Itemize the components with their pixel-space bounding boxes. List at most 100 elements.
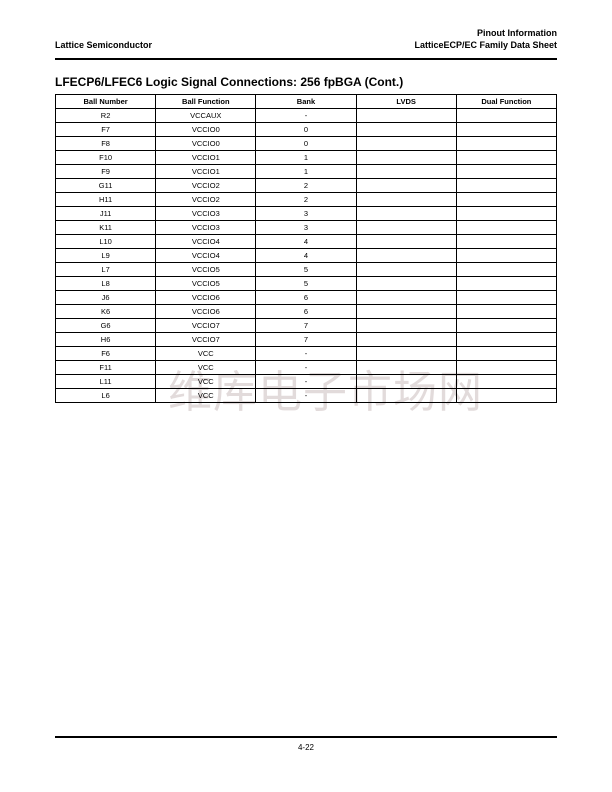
cell-dual-function bbox=[455, 150, 558, 165]
cell-ball-number: K11 bbox=[54, 220, 157, 235]
column-header-dual-function: Dual Function bbox=[455, 94, 558, 109]
header-divider bbox=[55, 58, 557, 60]
pinout-table: Ball Number Ball Function Bank LVDS Dual Fun… bbox=[54, 94, 558, 403]
cell-dual-function bbox=[455, 304, 558, 319]
cell-dual-function bbox=[455, 136, 558, 151]
cell-dual-function bbox=[455, 178, 558, 193]
cell-ball-function: VCCIO1 bbox=[155, 150, 257, 165]
cell-bank: 2 bbox=[255, 178, 357, 193]
cell-ball-function: VCC bbox=[155, 374, 257, 389]
cell-ball-number: F11 bbox=[54, 360, 157, 375]
cell-ball-function: VCCIO4 bbox=[155, 234, 257, 249]
cell-lvds bbox=[355, 220, 457, 235]
cell-dual-function bbox=[455, 234, 558, 249]
cell-ball-number: J11 bbox=[54, 206, 157, 221]
cell-ball-number: H6 bbox=[54, 332, 157, 347]
cell-lvds bbox=[355, 360, 457, 375]
cell-dual-function bbox=[455, 318, 558, 333]
cell-bank: 6 bbox=[255, 304, 357, 319]
cell-bank: 0 bbox=[255, 122, 357, 137]
cell-ball-function: VCCAUX bbox=[155, 108, 257, 123]
cell-bank: - bbox=[255, 374, 357, 389]
cell-bank: - bbox=[255, 108, 357, 123]
cell-ball-number: K6 bbox=[54, 304, 157, 319]
cell-ball-function: VCCIO7 bbox=[155, 332, 257, 347]
table-row: F9 VCCIO1 1 bbox=[54, 164, 558, 179]
cell-ball-number: F9 bbox=[54, 164, 157, 179]
cell-bank: 7 bbox=[255, 332, 357, 347]
cell-dual-function bbox=[455, 374, 558, 389]
cell-bank: 0 bbox=[255, 136, 357, 151]
cell-bank: 5 bbox=[255, 262, 357, 277]
table-row: J6 VCCIO6 6 bbox=[54, 290, 558, 305]
cell-dual-function bbox=[455, 262, 558, 277]
cell-ball-function: VCCIO6 bbox=[155, 290, 257, 305]
cell-bank: 1 bbox=[255, 150, 357, 165]
cell-lvds bbox=[355, 136, 457, 151]
cell-dual-function bbox=[455, 122, 558, 137]
document-title-block: Pinout Information LatticeECP/EC Family … bbox=[414, 27, 557, 51]
cell-ball-function: VCCIO0 bbox=[155, 136, 257, 151]
cell-ball-number: L8 bbox=[54, 276, 157, 291]
table-row: H11 VCCIO2 2 bbox=[54, 192, 558, 207]
page-footer: 4-22 bbox=[55, 736, 557, 752]
cell-dual-function bbox=[455, 290, 558, 305]
cell-lvds bbox=[355, 108, 457, 123]
cell-lvds bbox=[355, 276, 457, 291]
cell-bank: 4 bbox=[255, 234, 357, 249]
cell-ball-function: VCCIO5 bbox=[155, 276, 257, 291]
cell-ball-number: F6 bbox=[54, 346, 157, 361]
cell-lvds bbox=[355, 290, 457, 305]
cell-ball-number: J6 bbox=[54, 290, 157, 305]
table-row: F11 VCC - bbox=[54, 360, 558, 375]
cell-bank: - bbox=[255, 360, 357, 375]
cell-ball-number: F8 bbox=[54, 136, 157, 151]
cell-lvds bbox=[355, 248, 457, 263]
cell-dual-function bbox=[455, 192, 558, 207]
column-header-ball-number: Ball Number bbox=[54, 94, 157, 109]
table-header-row: Ball Number Ball Function Bank LVDS Dual Fun… bbox=[54, 94, 558, 109]
cell-lvds bbox=[355, 150, 457, 165]
cell-lvds bbox=[355, 304, 457, 319]
cell-bank: 7 bbox=[255, 318, 357, 333]
cell-ball-function: VCCIO4 bbox=[155, 248, 257, 263]
cell-ball-number: L7 bbox=[54, 262, 157, 277]
table-row: J11 VCCIO3 3 bbox=[54, 206, 558, 221]
table-row: G6 VCCIO7 7 bbox=[54, 318, 558, 333]
cell-dual-function bbox=[455, 276, 558, 291]
cell-ball-function: VCCIO5 bbox=[155, 262, 257, 277]
column-header-lvds: LVDS bbox=[355, 94, 457, 109]
cell-lvds bbox=[355, 262, 457, 277]
cell-dual-function bbox=[455, 388, 558, 403]
section-title: LFECP6/LFEC6 Logic Signal Connections: 2… bbox=[55, 75, 404, 89]
table-row: F10 VCCIO1 1 bbox=[54, 150, 558, 165]
cell-dual-function bbox=[455, 248, 558, 263]
table-row: L8 VCCIO5 5 bbox=[54, 276, 558, 291]
table-row: L11 VCC - bbox=[54, 374, 558, 389]
pinout-table-body: R2 VCCAUX - F7 VCCIO0 0 F8 VCCIO0 0 F10 VCCIO1 1 F9 V… bbox=[54, 108, 558, 403]
cell-ball-number: L11 bbox=[54, 374, 157, 389]
table-row: K6 VCCIO6 6 bbox=[54, 304, 558, 319]
pinout-table-head: Ball Number Ball Function Bank LVDS Dual Fun… bbox=[54, 94, 558, 109]
cell-ball-number: F10 bbox=[54, 150, 157, 165]
cell-dual-function bbox=[455, 108, 558, 123]
cell-ball-number: G6 bbox=[54, 318, 157, 333]
cell-dual-function bbox=[455, 346, 558, 361]
page-header: Lattice Semiconductor Pinout Information… bbox=[55, 27, 557, 51]
cell-ball-function: VCCIO7 bbox=[155, 318, 257, 333]
cell-lvds bbox=[355, 206, 457, 221]
cell-ball-function: VCC bbox=[155, 360, 257, 375]
cell-ball-function: VCC bbox=[155, 346, 257, 361]
cell-ball-function: VCCIO2 bbox=[155, 178, 257, 193]
table-row: L7 VCCIO5 5 bbox=[54, 262, 558, 277]
cell-bank: 3 bbox=[255, 220, 357, 235]
column-header-bank: Bank bbox=[255, 94, 357, 109]
table-row: F6 VCC - bbox=[54, 346, 558, 361]
column-header-ball-function: Ball Function bbox=[155, 94, 257, 109]
cell-bank: - bbox=[255, 388, 357, 403]
cell-lvds bbox=[355, 318, 457, 333]
cell-ball-number: L6 bbox=[54, 388, 157, 403]
cell-ball-function: VCCIO3 bbox=[155, 220, 257, 235]
cell-ball-number: R2 bbox=[54, 108, 157, 123]
